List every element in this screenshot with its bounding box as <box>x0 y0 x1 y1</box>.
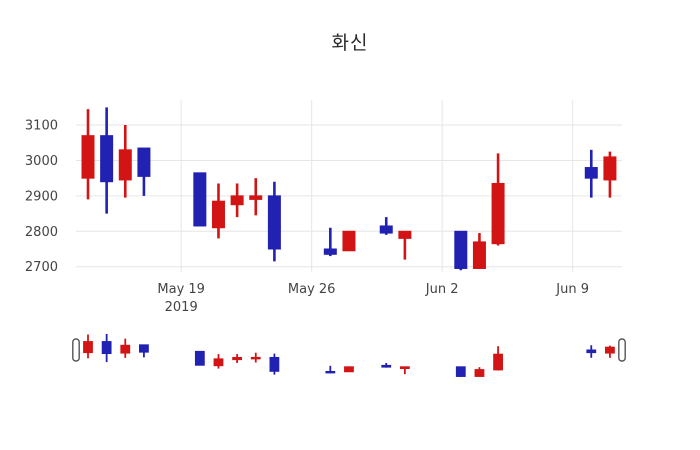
candlestick[interactable] <box>118 149 132 181</box>
candlestick[interactable] <box>100 135 114 183</box>
rangeslider-candle <box>213 358 224 367</box>
candlestick[interactable] <box>398 230 412 239</box>
rangeslider-candle <box>455 366 466 377</box>
y-tick-label: 2900 <box>25 189 58 204</box>
candlestick[interactable] <box>603 156 617 181</box>
rangeslider-candle <box>325 370 336 374</box>
y-tick-label: 3000 <box>25 154 58 169</box>
rangeslider-candle <box>605 346 615 354</box>
candlestick[interactable] <box>137 147 151 177</box>
rangeslider-candle <box>493 353 503 371</box>
candlestick[interactable] <box>379 225 393 234</box>
rangeslider-candle <box>232 356 243 361</box>
rangeslider-candle <box>344 366 354 373</box>
candlestick[interactable] <box>472 241 486 269</box>
rangeslider-candle <box>381 364 392 368</box>
rangeslider-candle <box>474 369 485 377</box>
candlestick[interactable] <box>267 195 281 250</box>
candlestick[interactable] <box>211 200 225 229</box>
rangeslider-candle <box>269 356 280 372</box>
rangeslider-candle <box>120 344 131 354</box>
candlestick[interactable] <box>342 230 356 252</box>
candlestick[interactable] <box>193 172 207 227</box>
x-tick-year-label: 2019 <box>165 300 198 315</box>
rangeslider-candle <box>586 349 597 354</box>
candlestick[interactable] <box>81 135 95 179</box>
candlestick[interactable] <box>230 195 244 206</box>
candlestick[interactable] <box>491 182 505 245</box>
rangeslider-candle <box>83 341 93 354</box>
chart-title: 화신 <box>331 32 369 54</box>
rangeslider-candle <box>250 356 261 360</box>
candlestick[interactable] <box>323 248 337 255</box>
x-tick-label: May 19 <box>157 282 205 297</box>
x-tick-label: Jun 2 <box>425 282 459 297</box>
y-tick-label: 2700 <box>25 260 58 275</box>
rangeslider-candle <box>399 366 410 369</box>
rangeslider-candle <box>139 344 149 353</box>
y-tick-label: 3100 <box>25 119 58 134</box>
rangeslider-candle <box>101 341 112 355</box>
candlestick[interactable] <box>454 230 468 269</box>
rangeslider-candle <box>194 350 205 366</box>
rangeslider-left-handle[interactable] <box>72 338 80 362</box>
x-tick-label: May 26 <box>288 282 336 297</box>
candlestick[interactable] <box>584 167 598 179</box>
x-tick-label: Jun 9 <box>555 282 589 297</box>
rangeslider-right-handle[interactable] <box>618 338 626 362</box>
y-tick-label: 2800 <box>25 225 58 240</box>
candlestick[interactable] <box>249 195 263 200</box>
